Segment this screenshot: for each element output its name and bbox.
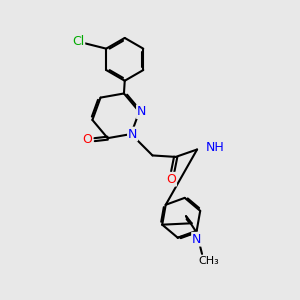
Text: N: N (192, 233, 201, 246)
Text: NH: NH (206, 141, 224, 154)
Text: N: N (137, 105, 146, 118)
Text: O: O (82, 133, 92, 146)
Text: N: N (128, 128, 137, 140)
Text: Cl: Cl (72, 35, 84, 48)
Text: O: O (166, 173, 176, 186)
Text: CH₃: CH₃ (198, 256, 219, 266)
